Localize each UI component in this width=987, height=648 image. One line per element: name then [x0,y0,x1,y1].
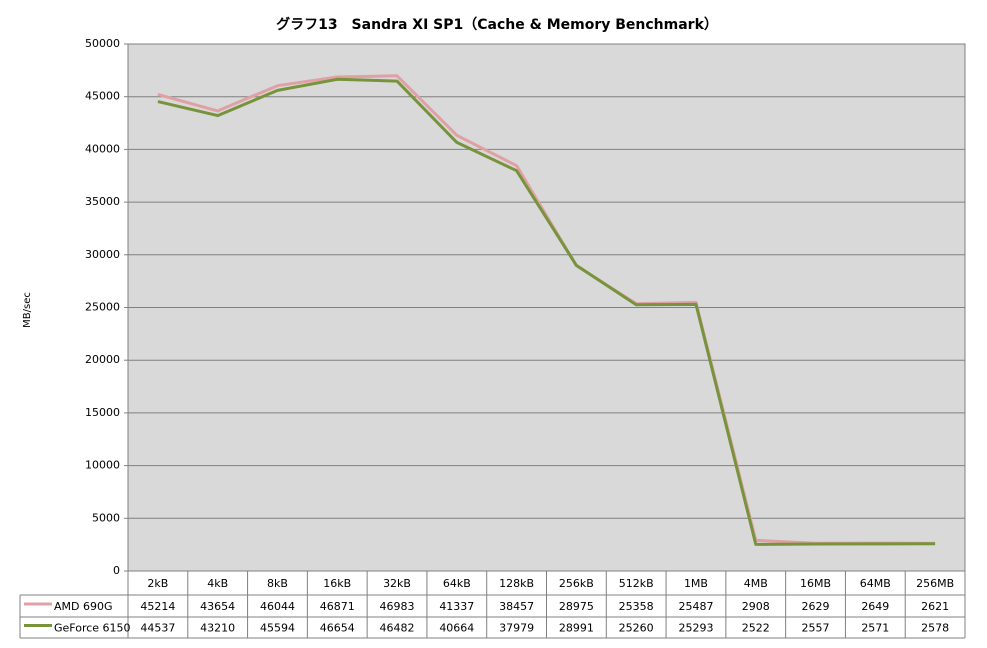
x-tick-label: 32kB [383,577,411,590]
table-value: 28975 [559,600,594,613]
y-tick-label: 15000 [85,406,120,419]
table-value: 2557 [802,622,830,635]
x-tick-label: 4kB [207,577,228,590]
table-value: 45214 [140,600,175,613]
series-line [157,77,936,546]
table-value: 25293 [678,622,713,635]
table-value: 43210 [200,622,235,635]
y-axis-label: MB/sec [22,292,33,328]
table-value: 2571 [861,622,889,635]
table-value: 46983 [380,600,415,613]
table-value: 37979 [499,622,534,635]
table-value: 45594 [260,622,295,635]
y-tick-label: 50000 [85,37,120,50]
x-tick-label: 64MB [860,577,891,590]
x-tick-label: 4MB [744,577,768,590]
x-tick-label: 64kB [443,577,471,590]
table-value: 2578 [921,622,949,635]
x-tick-label: 128kB [499,577,534,590]
table-value: 2522 [742,622,770,635]
table-value: 38457 [499,600,534,613]
x-tick-label: 512kB [619,577,654,590]
y-tick-label: 10000 [85,459,120,472]
y-tick-label: 45000 [85,90,120,103]
table-value: 46044 [260,600,295,613]
table-value: 43654 [200,600,235,613]
table-value: 2629 [802,600,830,613]
table-value: 28991 [559,622,594,635]
y-tick-label: 30000 [85,248,120,261]
y-tick-label: 40000 [85,142,120,155]
table-value: 2908 [742,600,770,613]
x-tick-label: 16kB [323,577,351,590]
table-value: 2621 [921,600,949,613]
x-tick-label: 8kB [267,577,288,590]
x-tick-label: 2kB [147,577,168,590]
y-tick-label: 0 [113,564,120,577]
x-tick-label: 16MB [800,577,831,590]
x-tick-label: 256kB [559,577,594,590]
y-tick-label: 25000 [85,301,120,314]
table-value: 25358 [619,600,654,613]
table-value: 46654 [320,622,355,635]
table-value: 46871 [320,600,355,613]
table-value: 2649 [861,600,889,613]
table-value: 41337 [439,600,474,613]
table-value: 46482 [380,622,415,635]
legend-label: GeForce 6150 [54,622,131,635]
table-value: 25260 [619,622,654,635]
y-tick-label: 5000 [92,511,120,524]
y-tick-label: 20000 [85,353,120,366]
x-tick-label: 1MB [684,577,708,590]
table-value: 44537 [140,622,175,635]
x-tick-label: 256MB [916,577,954,590]
table-value: 40664 [439,622,474,635]
table-value: 25487 [678,600,713,613]
chart-title: グラフ13 Sandra XI SP1（Cache & Memory Bench… [276,16,718,33]
legend-label: AMD 690G [54,600,113,613]
y-tick-label: 35000 [85,195,120,208]
